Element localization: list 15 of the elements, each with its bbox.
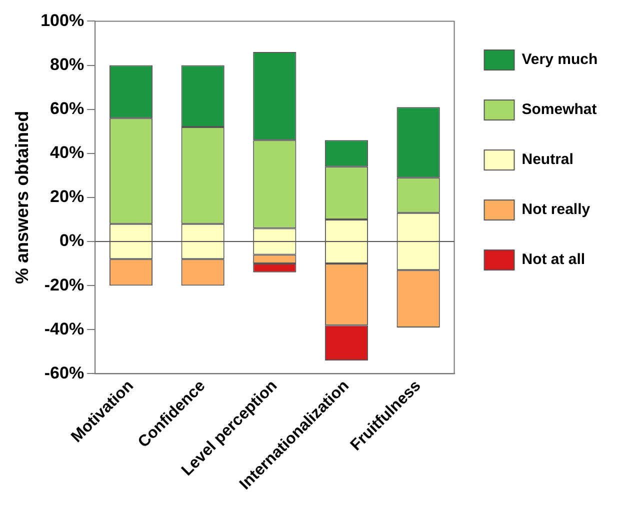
legend-label: Very much (522, 51, 598, 68)
y-tick-label: 100% (40, 10, 84, 30)
legend-label: Not at all (522, 251, 586, 268)
y-tick-label: 20% (50, 187, 84, 206)
y-tick-label: 80% (50, 54, 84, 74)
y-tick-label: 0% (60, 231, 84, 250)
y-axis-title: % answers obtained (12, 110, 32, 284)
legend-label: Neutral (522, 151, 574, 168)
legend-label: Not really (522, 201, 591, 218)
y-tick-label: -40% (44, 319, 84, 338)
y-tick-label: -20% (44, 275, 84, 294)
y-tick-label: 60% (50, 99, 84, 118)
y-tick-label: 40% (50, 143, 84, 162)
legend-label: Somewhat (522, 101, 597, 118)
y-tick-label: -60% (44, 363, 84, 382)
